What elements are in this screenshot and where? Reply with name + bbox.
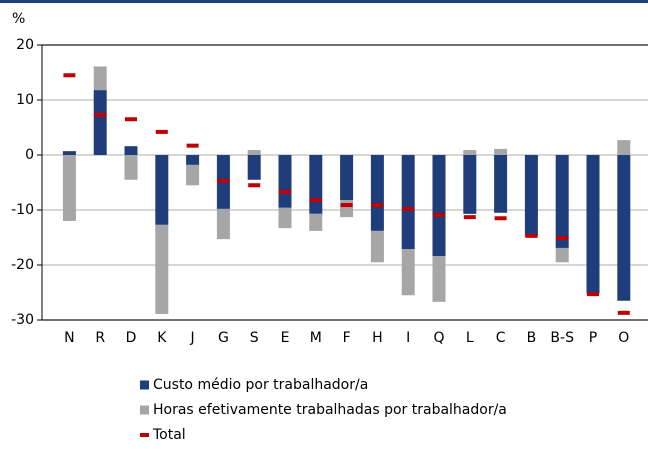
bar <box>278 155 292 208</box>
bar <box>401 249 415 296</box>
x-tick-label: S <box>250 330 259 346</box>
legend-label: Custo médio por trabalhador/a <box>153 377 368 393</box>
bar <box>309 155 323 214</box>
y-tick-label: -20 <box>11 257 34 273</box>
bar <box>370 230 384 263</box>
legend-label: Total <box>152 427 186 443</box>
legend-swatch <box>140 380 149 390</box>
x-tick-label: F <box>343 330 351 346</box>
bar <box>586 155 600 294</box>
legend-swatch <box>140 405 149 415</box>
x-tick-label: Q <box>433 330 444 346</box>
bar <box>155 155 169 225</box>
bar <box>155 224 169 314</box>
y-tick-label: -30 <box>11 312 34 328</box>
bar <box>432 155 446 257</box>
bar <box>186 164 200 186</box>
bar <box>247 150 261 155</box>
y-axis-label: % <box>12 11 25 27</box>
x-tick-label: B-S <box>550 330 574 346</box>
bar <box>340 200 354 218</box>
x-tick-label: E <box>281 330 290 346</box>
x-tick-label: O <box>618 330 629 346</box>
bar <box>463 150 477 155</box>
x-tick-label: L <box>466 330 474 346</box>
bar <box>401 155 415 250</box>
bar <box>186 155 200 165</box>
bar <box>124 146 138 155</box>
y-tick-label: -10 <box>11 202 34 218</box>
x-tick-label: J <box>190 330 195 346</box>
bar <box>309 213 323 231</box>
bar <box>124 155 138 180</box>
y-tick-label: 0 <box>25 147 34 163</box>
bar <box>463 155 477 214</box>
x-tick-label: R <box>95 330 105 346</box>
y-tick-label: 10 <box>16 92 34 108</box>
bar <box>62 155 76 221</box>
top-rule <box>0 0 648 3</box>
x-tick-label: P <box>589 330 597 346</box>
legend-label: Horas efetivamente trabalhadas por traba… <box>153 402 507 418</box>
x-tick-label: B <box>527 330 537 346</box>
bar <box>617 155 631 301</box>
bar <box>93 66 107 91</box>
x-tick-label: M <box>310 330 322 346</box>
bar <box>494 155 508 213</box>
bar <box>494 148 508 155</box>
x-tick-label: C <box>496 330 506 346</box>
legend-swatch <box>140 433 149 437</box>
bar <box>617 140 631 155</box>
bar <box>216 208 230 240</box>
bar <box>370 155 384 231</box>
bar <box>340 155 354 201</box>
x-tick-label: H <box>372 330 383 346</box>
bar <box>278 207 292 229</box>
bar <box>93 90 107 155</box>
x-tick-label: I <box>406 330 410 346</box>
bar <box>62 151 76 155</box>
bar <box>555 247 569 263</box>
bar <box>432 256 446 302</box>
x-tick-label: K <box>157 330 167 346</box>
x-tick-label: G <box>218 330 229 346</box>
bar <box>524 155 538 236</box>
bar <box>555 155 569 248</box>
x-tick-label: N <box>64 330 74 346</box>
x-tick-label: D <box>126 330 137 346</box>
bar <box>247 155 261 180</box>
y-tick-label: 20 <box>16 37 34 53</box>
